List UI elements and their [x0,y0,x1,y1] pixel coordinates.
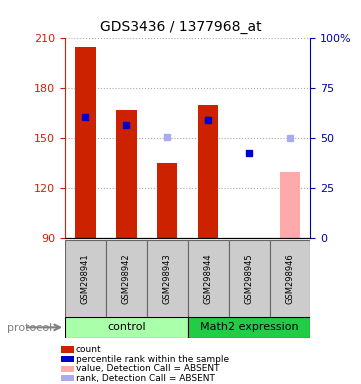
Text: GSM298944: GSM298944 [204,253,213,304]
FancyBboxPatch shape [229,240,270,317]
Bar [280,172,300,238]
FancyBboxPatch shape [188,317,310,338]
FancyBboxPatch shape [65,317,188,338]
Text: value, Detection Call = ABSENT: value, Detection Call = ABSENT [76,364,219,373]
Text: control: control [107,322,145,333]
Text: GDS3436 / 1377968_at: GDS3436 / 1377968_at [100,20,261,34]
FancyBboxPatch shape [106,240,147,317]
Text: protocol: protocol [7,323,52,333]
Bar [116,110,136,238]
Text: count: count [76,345,101,354]
FancyBboxPatch shape [188,240,229,317]
FancyBboxPatch shape [65,240,106,317]
FancyBboxPatch shape [147,240,188,317]
Text: percentile rank within the sample: percentile rank within the sample [76,354,229,364]
Bar [157,163,178,238]
Text: rank, Detection Call = ABSENT: rank, Detection Call = ABSENT [76,374,215,383]
Bar [75,47,96,238]
Text: GSM298945: GSM298945 [245,253,253,304]
Text: GSM298946: GSM298946 [286,253,295,304]
Text: GSM298943: GSM298943 [163,253,172,304]
FancyBboxPatch shape [270,240,310,317]
Text: GSM298942: GSM298942 [122,253,131,304]
Text: Math2 expression: Math2 expression [200,322,299,333]
Text: GSM298941: GSM298941 [81,253,90,304]
Bar [198,105,218,238]
